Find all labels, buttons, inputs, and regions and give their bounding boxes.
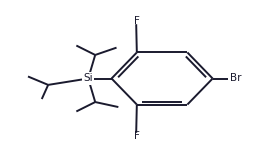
Text: Br: Br: [230, 73, 241, 84]
Text: Si: Si: [83, 73, 93, 84]
Text: F: F: [134, 16, 139, 26]
Text: F: F: [134, 131, 139, 141]
